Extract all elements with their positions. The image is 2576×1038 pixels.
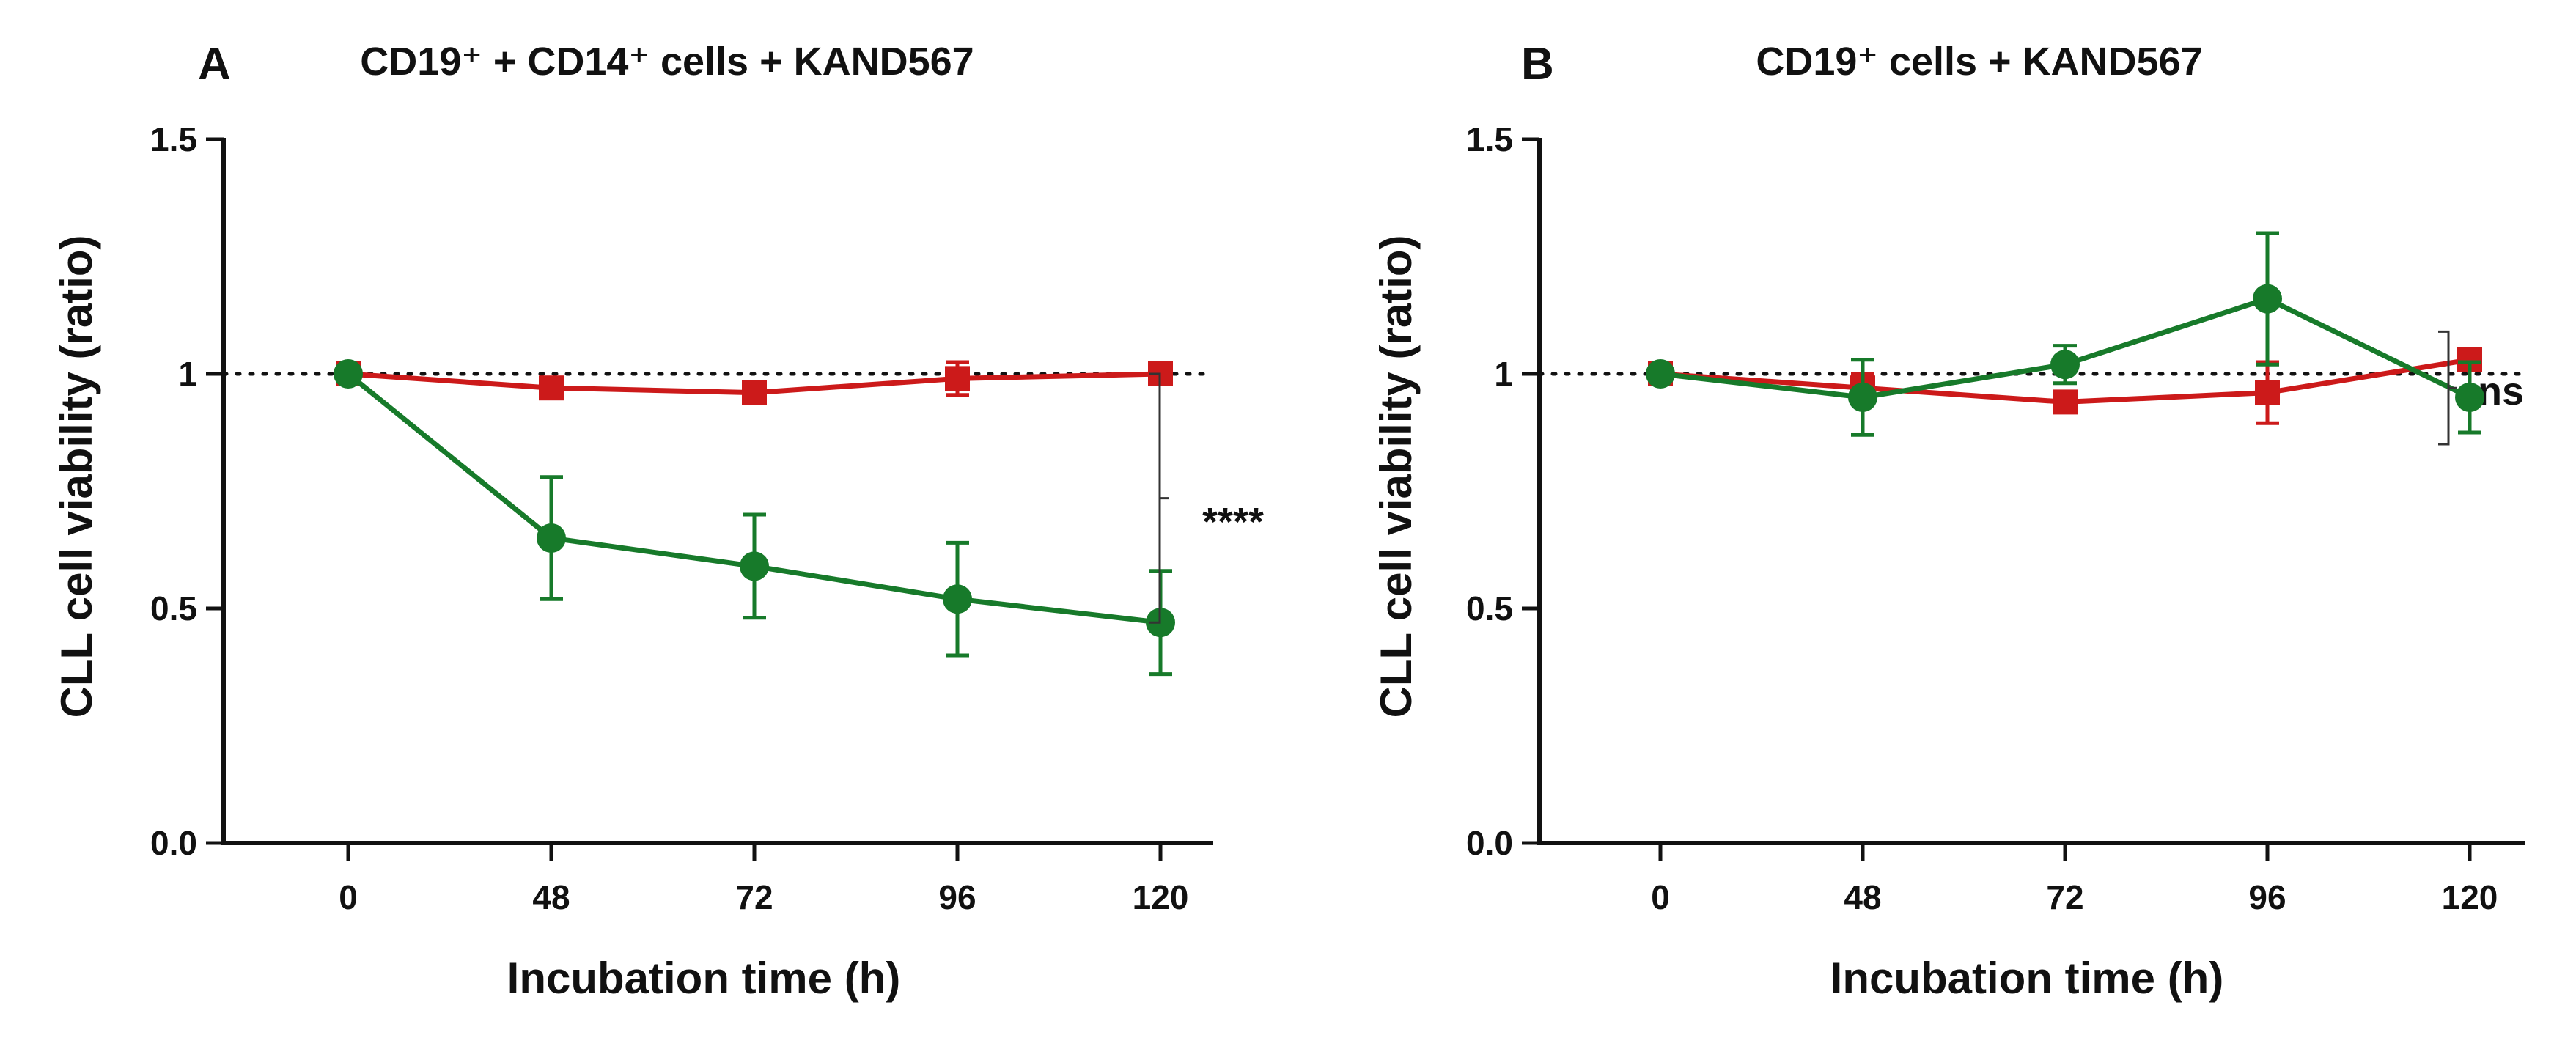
panel-b-letter: B xyxy=(1521,39,1554,89)
panel-b-significance-label: ns xyxy=(2478,369,2524,413)
panel-a-x-tick-label: 48 xyxy=(532,878,570,916)
panel-b-x-tick-label: 48 xyxy=(1844,878,1881,916)
panel-a-y-tick-label: 1.5 xyxy=(150,120,197,158)
panel-b-y-tick-label: 0.5 xyxy=(1466,589,1513,627)
panel-a-series-green-point xyxy=(537,523,566,553)
panel-a-title: CD19⁺ + CD14⁺ cells + KAND567 xyxy=(360,40,974,84)
panel-b-x-axis-label: Incubation time (h) xyxy=(1830,954,2224,1003)
panel-a-y-axis-label: CLL cell viability (ratio) xyxy=(52,235,101,718)
panel-b-series-red-point xyxy=(2255,380,2280,405)
panel-b-y-tick-label: 1 xyxy=(1494,355,1513,393)
panel-a-y-tick-label: 0.0 xyxy=(150,824,197,862)
panel-a-series-red-point xyxy=(945,366,970,391)
panel-a-x-tick-label: 96 xyxy=(938,878,976,916)
panel-a-y-tick-label: 1 xyxy=(178,355,197,393)
panel-a-x-tick-label: 120 xyxy=(1133,878,1189,916)
panel-a-y-tick-label: 0.5 xyxy=(150,589,197,627)
panel-a-x-tick-label: 0 xyxy=(339,878,358,916)
panel-b-x-tick-label: 72 xyxy=(2046,878,2083,916)
panel-b-x-tick-label: 96 xyxy=(2248,878,2286,916)
panel-b: B CD19⁺ cells + KAND567 Incubation time … xyxy=(1372,39,2528,1003)
panel-b-series-green-point xyxy=(2253,284,2282,314)
panel-b-y-tick-label: 1.5 xyxy=(1466,120,1513,158)
panel-b-x-tick-label: 120 xyxy=(2442,878,2498,916)
panel-b-title: CD19⁺ cells + KAND567 xyxy=(1756,40,2202,84)
panel-b-series-green-point xyxy=(1848,383,1877,412)
panel-a: A CD19⁺ + CD14⁺ cells + KAND567 Incubati… xyxy=(52,39,1264,1003)
panel-b-x-tick-label: 0 xyxy=(1651,878,1670,916)
panel-a-series-green-point xyxy=(943,584,972,614)
panel-b-series-green-point xyxy=(1646,359,1675,389)
panel-a-x-axis-label: Incubation time (h) xyxy=(507,954,901,1003)
panel-b-series-green-point xyxy=(2455,383,2484,412)
panel-a-significance-label: **** xyxy=(1202,500,1264,544)
panel-b-y-tick-label: 0.0 xyxy=(1466,824,1513,862)
panel-b-y-axis-label: CLL cell viability (ratio) xyxy=(1372,235,1421,718)
panel-b-significance-bracket xyxy=(2438,330,2457,446)
panel-b-series-green-point xyxy=(2050,350,2080,380)
panel-a-series-red-point xyxy=(742,380,767,405)
panel-a-x-tick-label: 72 xyxy=(735,878,773,916)
panel-a-significance-bracket xyxy=(1149,372,1169,624)
panel-a-letter: A xyxy=(198,39,231,89)
panel-b-series-red-point xyxy=(2053,389,2078,415)
panel-a-series-green-point xyxy=(334,359,363,389)
panel-a-series-green-point xyxy=(740,551,769,581)
panel-a-series-red-point xyxy=(539,375,564,401)
